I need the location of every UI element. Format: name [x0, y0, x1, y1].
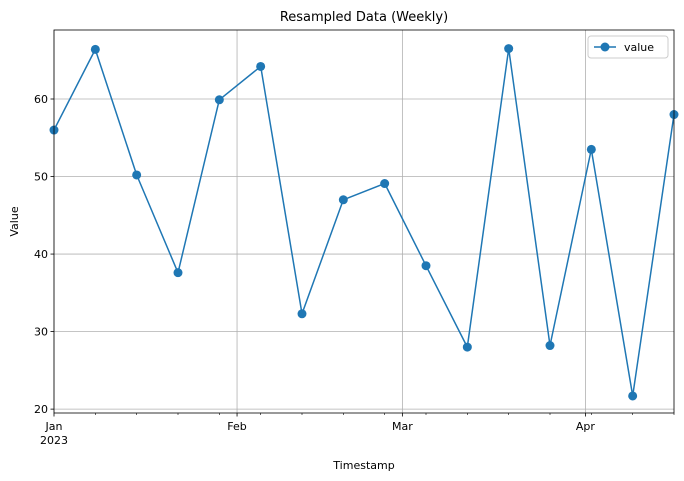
- x-tick-label: Apr: [576, 420, 596, 433]
- x-tick-label: Jan: [45, 420, 63, 433]
- y-tick-label: 20: [34, 403, 48, 416]
- series-layer: [49, 44, 679, 401]
- data-point: [545, 341, 555, 351]
- data-point: [338, 195, 348, 205]
- data-point: [586, 144, 596, 154]
- data-point: [256, 61, 266, 71]
- y-tick-label: 30: [34, 326, 48, 339]
- data-point: [421, 261, 431, 271]
- legend-label: value: [624, 41, 654, 54]
- data-point: [380, 179, 390, 189]
- legend-box: [587, 35, 669, 59]
- legend-marker-swatch: [600, 42, 610, 52]
- x-tick-label: Feb: [227, 420, 246, 433]
- series-line: [53, 47, 675, 397]
- grid-lines: [53, 30, 674, 413]
- data-point: [90, 44, 100, 54]
- y-tick-label: 60: [34, 93, 48, 106]
- y-axis-title: Value: [8, 206, 21, 236]
- x-tick-label: Mar: [392, 420, 413, 433]
- plot-frame: [53, 29, 675, 414]
- data-point: [214, 95, 224, 105]
- y-tick-label: 50: [34, 171, 48, 184]
- data-point: [462, 342, 472, 352]
- x-tick-year-label: 2023: [40, 434, 68, 447]
- legend: value: [587, 35, 669, 59]
- data-point: [132, 170, 142, 180]
- chart-title: Resampled Data (Weekly): [280, 10, 448, 25]
- data-point: [297, 309, 307, 319]
- data-point: [173, 268, 183, 278]
- data-point: [504, 44, 514, 54]
- x-axis-title: Timestamp: [332, 459, 394, 472]
- y-tick-label: 40: [34, 248, 48, 261]
- data-point: [628, 391, 638, 401]
